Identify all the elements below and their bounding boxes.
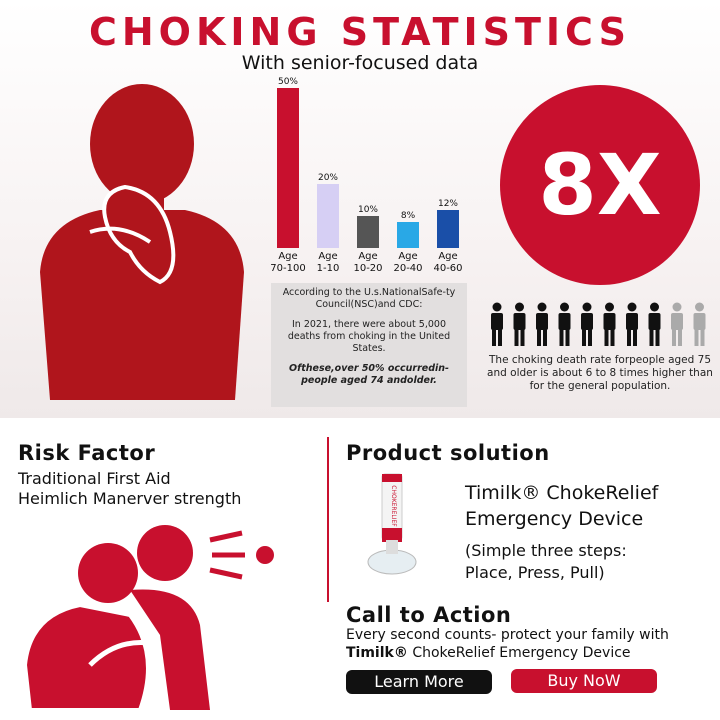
bar: [437, 209, 459, 248]
value-label: 20%: [317, 173, 338, 183]
subtitle: With senior-focused data: [241, 52, 479, 74]
bar-chart: 50% Age 70-100 20% Age 1-10 10% Age 10-20 8% Ag…: [0, 0, 720, 280]
stat-text: The choking death rate forpeople aged 75…: [487, 354, 713, 392]
category-label: Age 20-40: [393, 251, 423, 274]
person-icon: [603, 302, 616, 346]
risk-line: Heimlich Manerver strength: [18, 489, 242, 508]
cta-text-after: ChokeRelief Emergency Device: [412, 645, 631, 661]
buy-now-button[interactable]: Buy NoW: [511, 669, 657, 693]
note-intro: According to the U.s.NationalSafe-ty Cou…: [282, 287, 456, 310]
product-name: Timilk® ChokeRelief Emergency Device: [465, 482, 659, 530]
person-icon: [626, 302, 638, 346]
person-icon: [536, 302, 548, 346]
cta-title: Call to Action: [346, 603, 512, 627]
risk-line: Traditional First Aid: [18, 469, 171, 488]
title: CHOKING STATISTICS: [88, 10, 632, 54]
choking-person-icon: [40, 84, 244, 400]
device-image: CHOKERELIEF: [367, 473, 417, 575]
learn-more-button[interactable]: Learn More: [346, 670, 492, 694]
device-label: CHOKERELIEF: [390, 485, 397, 527]
divider: [327, 437, 329, 602]
people-icons: [491, 302, 706, 346]
source-note: According to the U.s.NationalSafe-ty Cou…: [271, 283, 467, 407]
bar: [357, 216, 379, 248]
category-label: Age 1-10: [316, 251, 340, 274]
value-label: 12%: [437, 198, 458, 209]
bar: [397, 222, 419, 248]
product-steps: (Simple three steps: Place, Press, Pull): [465, 541, 627, 582]
bar: [277, 88, 299, 248]
category-label: Age 10-20: [353, 251, 383, 274]
person-icon: [491, 302, 503, 346]
category-label: Age 40-60: [433, 251, 463, 274]
product-title: Product solution: [346, 441, 550, 465]
category-label: Age 70-100: [270, 251, 306, 274]
choking-pair-icon: [22, 525, 274, 710]
risk-title: Risk Factor: [18, 441, 156, 465]
cta-text: Every second counts- protect your family…: [346, 626, 706, 662]
person-icon: [558, 302, 571, 346]
stat-circle: 8X: [500, 85, 700, 285]
note-highlight: Ofthese,over 50% occurredin-people aged …: [289, 363, 449, 386]
value-label: 10%: [357, 205, 378, 215]
person-icon: [581, 302, 593, 346]
person-icon: [671, 302, 683, 346]
person-icon: [693, 302, 706, 346]
value-label: 50%: [277, 77, 298, 87]
cta-text-before: Every second counts- protect your family…: [346, 627, 669, 643]
person-icon: [513, 302, 526, 346]
note-body: In 2021, there were about 5,000 deaths f…: [287, 319, 451, 354]
bar: [317, 184, 339, 248]
person-icon: [648, 302, 661, 346]
cta-brand: Timilk®: [346, 645, 408, 661]
value-label: 8%: [400, 211, 416, 222]
